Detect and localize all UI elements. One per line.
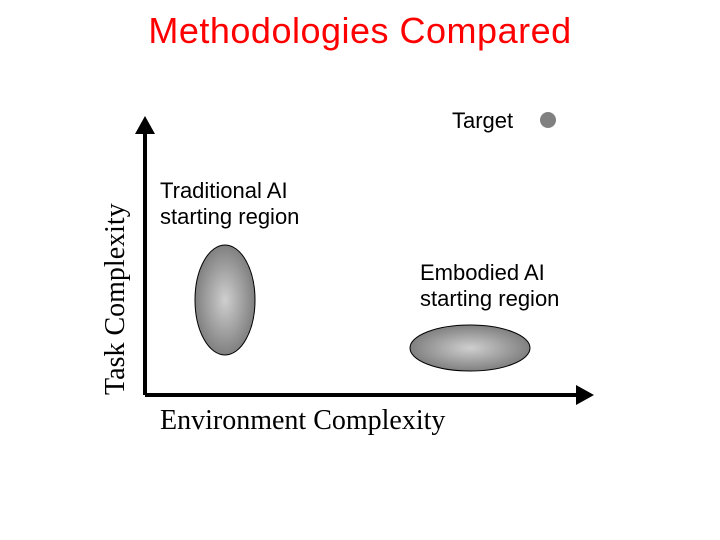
target-dot [540,112,556,128]
x-axis-label: Environment Complexity [160,405,445,437]
embodied-ai-label-line1: Embodied AI [420,260,545,285]
traditional-ai-label-line2: starting region [160,204,299,229]
embodied-ai-ellipse [410,325,530,371]
target-label: Target [452,108,513,134]
y-axis-label: Task Complexity [100,203,132,395]
x-axis-arrow [576,385,594,405]
traditional-ai-label: Traditional AI starting region [160,178,299,231]
embodied-ai-label: Embodied AI starting region [420,260,559,313]
y-axis-arrow [135,116,155,134]
embodied-ai-label-line2: starting region [420,286,559,311]
slide: Methodologies Compared Task Complexity [0,0,720,540]
traditional-ai-ellipse [195,245,255,355]
traditional-ai-label-line1: Traditional AI [160,178,288,203]
